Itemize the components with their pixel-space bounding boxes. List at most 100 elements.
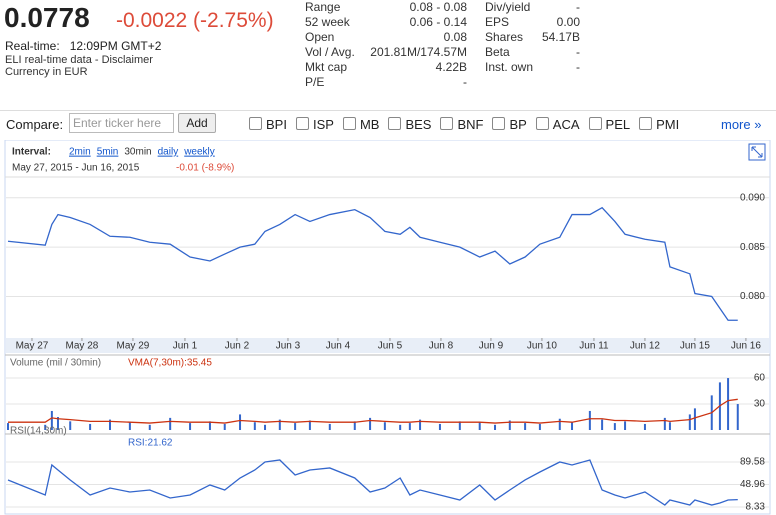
x-tick-label: May 27	[16, 341, 49, 352]
panel-title: RSI(14,30m)	[10, 426, 67, 437]
ticker-name: PEL	[605, 117, 631, 132]
volume-bar	[478, 422, 481, 430]
ticker-name: BP	[509, 117, 527, 132]
interval-links: 2min 5min 30min daily weekly	[69, 147, 215, 158]
x-axis-band	[6, 338, 769, 353]
x-tick-label: May 28	[66, 341, 99, 352]
vma-line	[8, 398, 738, 424]
stat-label: P/E	[305, 75, 325, 89]
checkbox[interactable]	[342, 117, 356, 130]
volume-bar	[508, 420, 511, 430]
stat-value: -	[463, 75, 467, 89]
volume-bar	[438, 423, 441, 430]
y-tick-label: 0.080	[740, 291, 765, 302]
stat-value: 0.08	[443, 30, 467, 44]
expand-arrow	[751, 146, 763, 158]
realtime-row: Real-time: 12:09PM GMT+2	[5, 39, 161, 53]
y-tick-label: 0.085	[740, 242, 765, 253]
volume-bar	[588, 410, 591, 430]
add-button[interactable]: Add	[178, 113, 216, 133]
checkbox[interactable]	[388, 117, 402, 130]
stat-value: 4.22B	[435, 60, 467, 74]
volume-bar	[7, 423, 9, 430]
x-tick-label: Jun 12	[630, 341, 660, 352]
volume-bar	[663, 417, 666, 430]
volume-bar	[223, 423, 226, 430]
checkbox[interactable]	[249, 117, 262, 130]
chart-frame	[4, 140, 771, 515]
x-tick-label: Jun 10	[527, 341, 557, 352]
volume-bar	[571, 422, 574, 430]
volume-bar	[189, 423, 192, 430]
ticker-option[interactable]: ISP	[295, 117, 334, 132]
volume-bar	[668, 422, 671, 430]
ticker-option[interactable]: MB	[342, 117, 380, 132]
volume-bar	[458, 421, 461, 430]
checkbox[interactable]	[492, 117, 506, 130]
currency: Currency in EUR	[5, 66, 88, 78]
ticker-option[interactable]: ACA	[535, 117, 580, 132]
ticker-option[interactable]: BP	[492, 117, 527, 132]
volume-bar	[50, 410, 53, 430]
realtime-time: 12:09PM GMT+2	[69, 39, 162, 53]
indicator-label: RSI:21.62	[128, 438, 173, 449]
volume-bar	[56, 417, 59, 430]
x-tick-label: Jun 8	[429, 341, 454, 352]
overlay-label: VMA(7,30m):35.45	[128, 358, 212, 369]
volume-bar	[239, 414, 242, 430]
volume-bar	[128, 422, 131, 430]
stat-label: Range	[305, 0, 341, 14]
volume-bar	[736, 404, 739, 430]
ticker-name: PMI	[656, 117, 680, 132]
ticker-list: BPI ISP MB BES BNF BP ACA PEL PMI	[249, 117, 688, 132]
ticker-input[interactable]: Enter ticker here	[69, 113, 174, 133]
ticker-option[interactable]: PMI	[639, 117, 679, 132]
checkbox[interactable]	[295, 117, 309, 130]
y-tick-label: 48.96	[740, 479, 765, 490]
volume-bar	[643, 423, 646, 430]
ticker-name: BPI	[266, 117, 287, 132]
panel-title: Volume (mil / 30min)	[10, 358, 101, 369]
stat-label: Vol / Avg.	[305, 45, 355, 59]
volume-bar	[688, 414, 691, 430]
volume-bar	[524, 423, 527, 430]
ticker-option[interactable]: BNF	[440, 117, 483, 132]
interval-link[interactable]: 5min	[97, 147, 119, 158]
price: 0.0778	[4, 2, 90, 33]
volume-bar	[408, 423, 411, 430]
volume-bar	[169, 417, 172, 430]
key-stats: Range 0.08 - 0.08 52 week 0.06 - 0.14 Open 0.…	[0, 0, 776, 95]
volume-bar	[399, 424, 402, 430]
realtime-label: Real-time:	[5, 39, 60, 53]
stat-value: -	[576, 0, 580, 14]
interval-link[interactable]: daily	[158, 147, 179, 158]
stat-value: 54.17B	[541, 30, 580, 44]
chart: Interval: 2min 5min 30min daily weekly May 2…	[4, 140, 771, 515]
checkbox[interactable]	[639, 117, 653, 130]
volume-bar	[369, 417, 372, 430]
checkbox[interactable]	[588, 117, 602, 130]
stat-value: 0.00	[556, 15, 580, 29]
volume-bar	[693, 408, 696, 430]
y-tick-label: 60	[754, 373, 766, 384]
interval-link[interactable]: weekly	[183, 147, 215, 158]
volume-bar	[308, 420, 311, 430]
y-tick-label: 8.33	[746, 502, 766, 513]
ticker-name: MB	[359, 117, 380, 132]
checkbox[interactable]	[440, 117, 454, 130]
interval-link[interactable]: 2min	[69, 147, 91, 158]
volume-bar	[558, 418, 561, 430]
ticker-option[interactable]: PEL	[588, 117, 631, 132]
ticker-option[interactable]: BES	[388, 117, 431, 132]
more-link[interactable]: more »	[721, 117, 762, 132]
price-change: -0.0022 (-2.75%)	[116, 9, 274, 32]
volume-bar	[108, 419, 111, 430]
ticker-name: BES	[405, 117, 432, 132]
source[interactable]: ELI real-time data - Disclaimer	[5, 54, 153, 66]
ticker-option[interactable]: BPI	[249, 117, 287, 132]
y-tick-label: 30	[754, 399, 766, 410]
stat-value: 0.08 - 0.08	[409, 0, 467, 14]
stat-value: 0.06 - 0.14	[409, 15, 467, 29]
checkbox[interactable]	[535, 117, 549, 130]
